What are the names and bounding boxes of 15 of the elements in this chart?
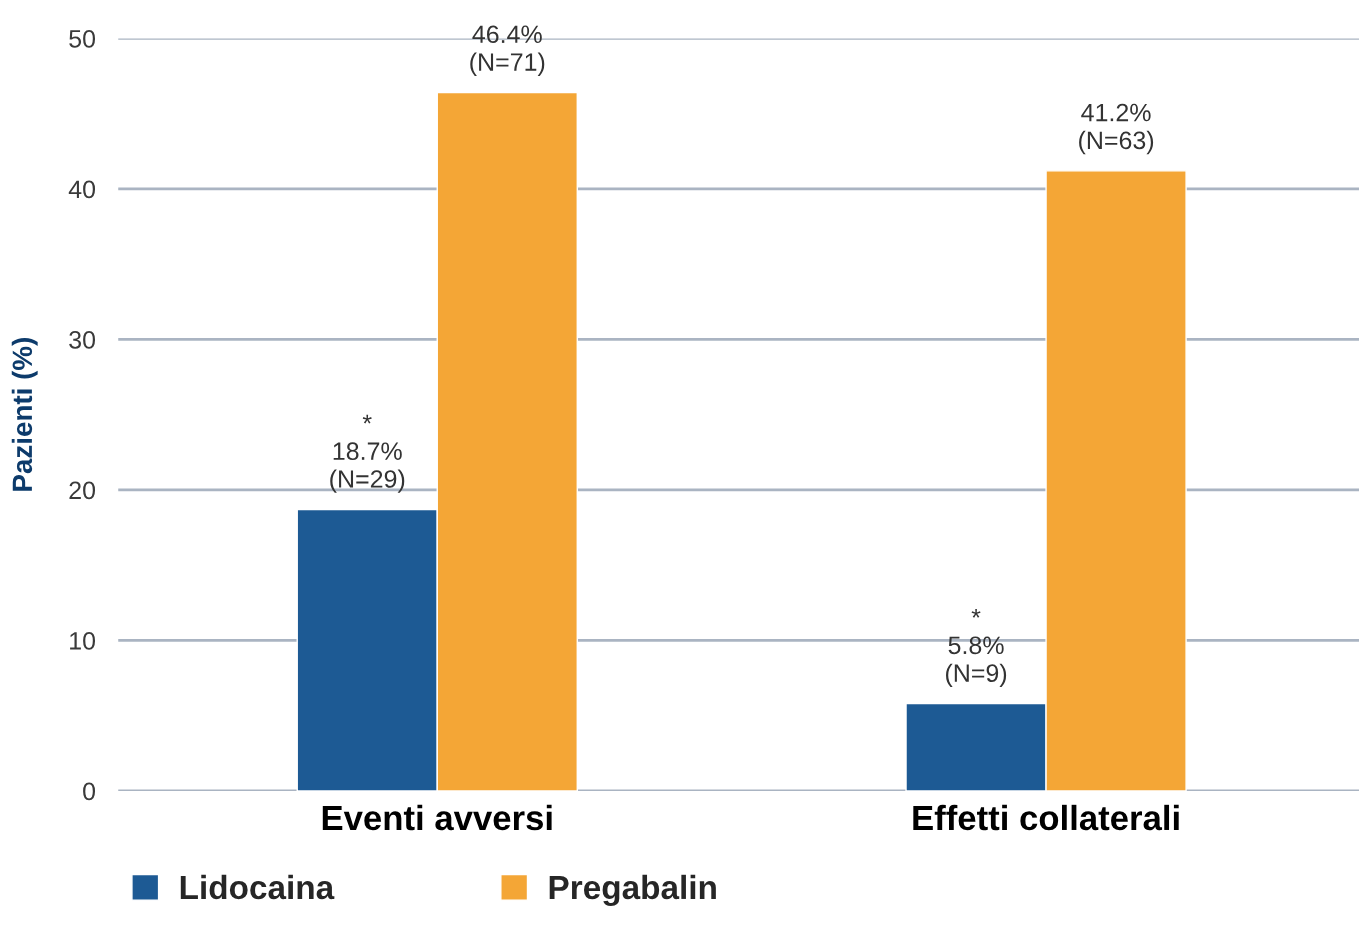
y-tick-label: 20 [69, 481, 96, 500]
x-tick-label: Eventi avversi [322, 804, 552, 831]
y-tick-label: 40 [68, 180, 96, 199]
x-tick-label: Effetti collaterali [913, 804, 1179, 831]
data-label: * 18.7% (N=29) [330, 414, 405, 493]
legend-label: Pregabalin [549, 874, 716, 906]
y-tick-label: 50 [69, 29, 96, 48]
y-tick-label: 10 [70, 632, 96, 650]
data-label: * 5.8% (N=9) [946, 608, 1007, 687]
legend-label: Lidocaina [180, 874, 335, 900]
data-label: 46.4% (N=71) [470, 25, 545, 76]
y-tick-label: 30 [69, 331, 96, 349]
y-axis-title: Pazienti (%) [11, 338, 38, 491]
data-label: 41.2% (N=63) [1079, 103, 1154, 155]
y-tick-label: 0 [83, 782, 96, 801]
